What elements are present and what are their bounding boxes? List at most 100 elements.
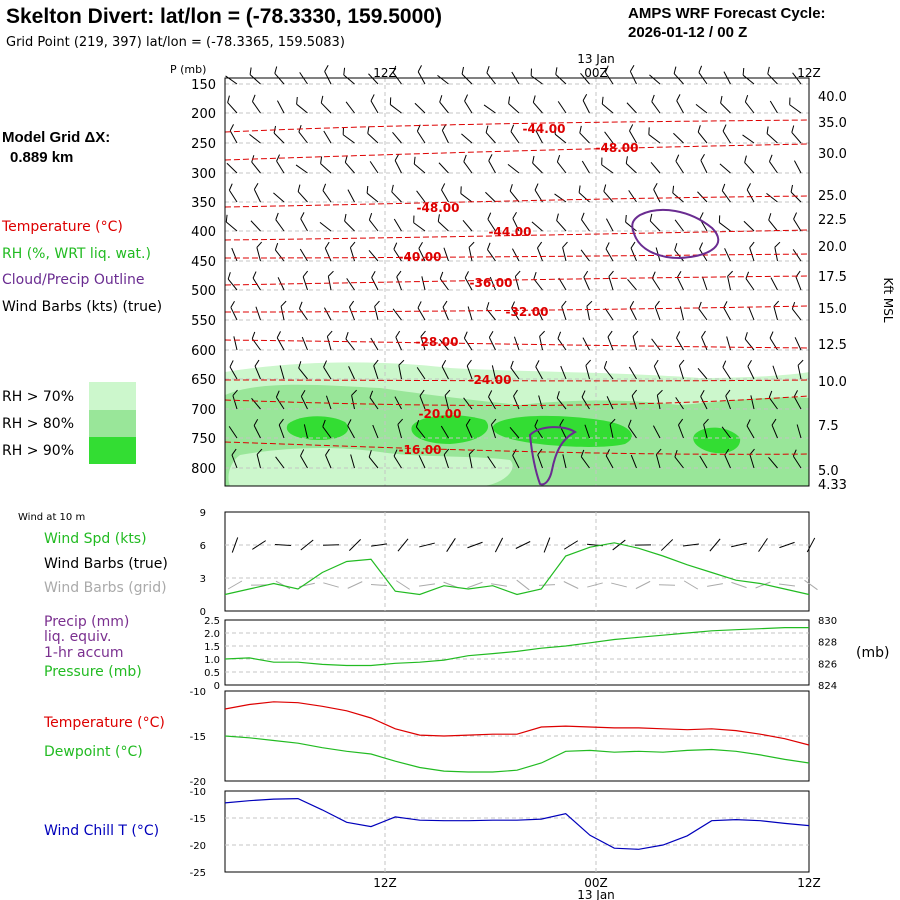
wind-barb-flag bbox=[392, 65, 397, 73]
wind-barb-shaft bbox=[298, 131, 308, 144]
wind-barb-shaft bbox=[535, 366, 543, 380]
wind-barb bbox=[699, 212, 708, 232]
wind-barb bbox=[343, 67, 355, 85]
wind-barb bbox=[679, 306, 684, 321]
wind-barb-shaft bbox=[463, 161, 473, 174]
wind-barb bbox=[771, 418, 778, 439]
wind-barb-flag bbox=[488, 330, 494, 338]
surface-barb-grid-shaft bbox=[347, 581, 363, 589]
isotherm-line bbox=[224, 339, 810, 349]
wind-speed-line bbox=[224, 542, 810, 596]
wind-barb-shaft bbox=[324, 248, 332, 262]
wind-barb-shaft bbox=[373, 365, 379, 380]
wind-barb-flag bbox=[296, 96, 298, 105]
wind-barb-shaft bbox=[274, 73, 285, 85]
wind-barb-flag bbox=[249, 67, 252, 75]
wind-barb bbox=[768, 456, 778, 469]
wind-barb-shaft bbox=[351, 395, 355, 410]
surface-barb-true bbox=[731, 542, 747, 548]
wind-barb-shaft bbox=[368, 219, 379, 232]
wind-barb-shaft bbox=[769, 100, 778, 114]
wind-barb-flag bbox=[583, 270, 589, 278]
wind-barb-shaft bbox=[791, 308, 802, 321]
wind-barb bbox=[322, 183, 332, 203]
wind-barb-flag bbox=[672, 185, 675, 194]
wind-barb bbox=[275, 212, 285, 232]
wind-barb-shaft bbox=[461, 73, 473, 85]
surface-barb-grid bbox=[538, 584, 556, 586]
wind-barb-shaft bbox=[629, 307, 637, 321]
wind-barb-shaft bbox=[511, 248, 520, 262]
isotherm-line bbox=[224, 275, 810, 286]
forecast-cycle-label: AMPS WRF Forecast Cycle: bbox=[628, 5, 826, 22]
wind-barb-shaft bbox=[720, 102, 731, 114]
wind-barb-shaft bbox=[443, 247, 449, 262]
wind-barb-flag bbox=[532, 95, 536, 103]
wind-barb-flag bbox=[251, 331, 256, 339]
rh-key-label-90: RH > 90% bbox=[2, 443, 74, 459]
isotherm-label: -44.00 bbox=[489, 225, 532, 239]
wind-barb bbox=[441, 359, 449, 380]
wind-barb-flag bbox=[278, 418, 284, 426]
isotherm-label: -36.00 bbox=[470, 276, 513, 290]
wind-barb-shaft bbox=[745, 278, 755, 291]
wind-barb-shaft bbox=[766, 192, 778, 203]
wind-barb-flag bbox=[701, 330, 706, 338]
y-tick-label: 0.5 bbox=[204, 668, 220, 679]
y-tick-label: 2.0 bbox=[204, 629, 220, 640]
wind-barb-flag bbox=[722, 124, 727, 132]
wind-barb-shaft bbox=[421, 276, 426, 291]
wind-barb bbox=[628, 190, 637, 203]
wind-barb-shaft bbox=[628, 190, 637, 203]
pressure-tick-label: 550 bbox=[191, 314, 216, 329]
wind-barb-flag bbox=[225, 214, 228, 223]
wind-barb-shaft bbox=[726, 336, 731, 351]
wind-barb-shaft bbox=[532, 102, 543, 114]
wind-barb bbox=[533, 271, 543, 291]
wind-barb-flag bbox=[485, 125, 489, 133]
wind-barb-shaft bbox=[747, 366, 755, 380]
wind-barb bbox=[746, 183, 755, 203]
wind-barb-shaft bbox=[393, 218, 402, 232]
wind-barb bbox=[366, 185, 379, 203]
wind-barb-flag bbox=[253, 418, 259, 426]
bottom-tick-12z-2: 12Z bbox=[797, 876, 821, 890]
wind-barb-shaft bbox=[346, 278, 355, 291]
wind-barb bbox=[370, 94, 379, 114]
wind-barb-flag bbox=[608, 270, 614, 277]
wind-barb-shaft bbox=[513, 395, 520, 410]
wind-barb-shaft bbox=[556, 220, 567, 232]
wind-barb bbox=[608, 270, 614, 291]
isotherm-line bbox=[224, 305, 810, 313]
wind-barb-shaft bbox=[556, 397, 567, 410]
wind-barb-shaft bbox=[344, 220, 355, 232]
wind-barb bbox=[439, 95, 449, 114]
wind-barb-flag bbox=[769, 154, 773, 162]
wind-barb-flag bbox=[488, 390, 493, 398]
wind-barb-shaft bbox=[464, 100, 473, 114]
wind-barb-flag bbox=[556, 213, 559, 221]
wind-barb bbox=[350, 454, 355, 469]
wind-barb-shaft bbox=[442, 306, 449, 321]
wind-barb bbox=[793, 212, 802, 232]
wind-barb-flag bbox=[605, 242, 610, 250]
wind-barb-flag bbox=[631, 389, 638, 396]
wind-barb bbox=[320, 95, 332, 114]
wind-barb bbox=[227, 95, 238, 114]
surface-barb-grid-shaft bbox=[707, 583, 723, 587]
cross-section-frame bbox=[224, 77, 810, 487]
wind-barb bbox=[558, 277, 567, 291]
wind-barb bbox=[489, 276, 496, 291]
wind-barb bbox=[488, 154, 496, 174]
wind-barb-shaft bbox=[279, 365, 285, 380]
wind-barb-flag bbox=[491, 418, 497, 425]
wind-barb bbox=[678, 359, 685, 380]
wind-barb bbox=[225, 75, 238, 85]
wind-barb bbox=[512, 211, 520, 232]
wind-barb bbox=[297, 184, 308, 203]
wind-barb-flag bbox=[465, 418, 471, 426]
wind-barb-shaft bbox=[464, 277, 473, 291]
wind-barb bbox=[726, 336, 731, 351]
wind-barb-shaft bbox=[746, 189, 755, 203]
isotherm-label: -32.00 bbox=[506, 305, 549, 319]
